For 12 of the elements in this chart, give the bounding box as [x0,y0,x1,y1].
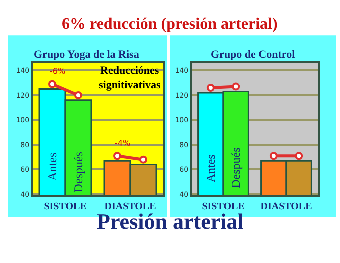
series-label: Después [229,147,244,188]
chart-title: 6% reducción (presión arterial) [62,16,278,33]
series-label: Antes [46,152,60,181]
annotation: Reducciónes signitivativas [99,65,162,92]
x-tick-label: DIASTOLE [260,202,313,213]
chart-subtitle: Grupo de Control [211,49,296,61]
chart-subtitle: Grupo Yoga de la Risa [34,49,140,61]
series-label: Antes [204,154,218,183]
series-label: Después [72,152,86,193]
annotation: -6% [50,67,66,76]
x-tick-label: SISTOLE [44,202,88,213]
annotation: -4% [115,139,131,148]
